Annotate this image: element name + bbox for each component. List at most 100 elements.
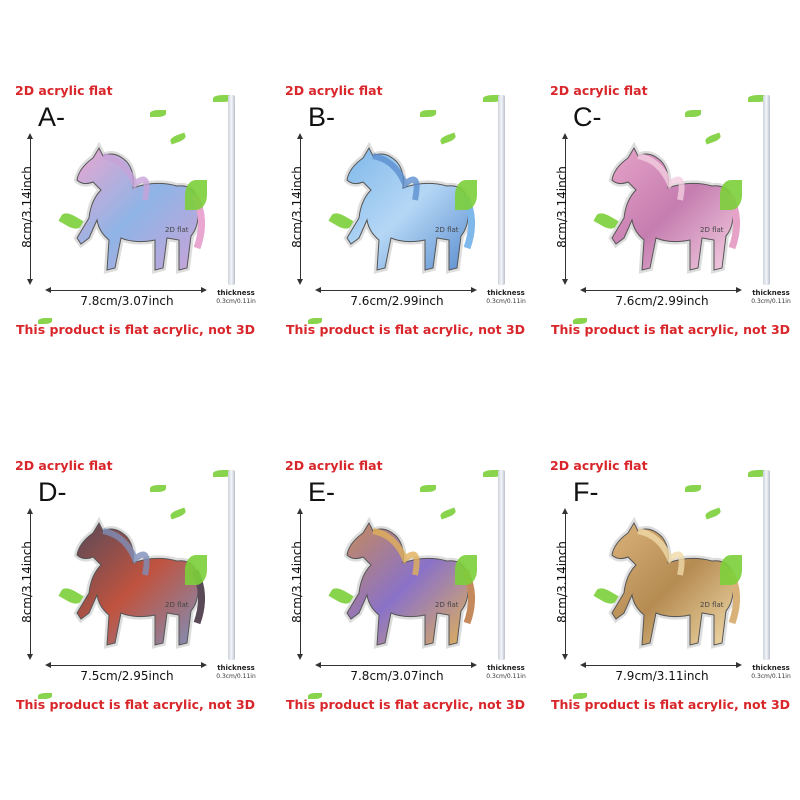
flat-notice: This product is flat acrylic, not 3D — [286, 322, 526, 337]
thickness-value: 0.3cm/0.11in — [486, 673, 526, 680]
thickness-value: 0.3cm/0.11in — [751, 298, 791, 305]
leaf-decoration — [213, 470, 233, 477]
height-arrow — [27, 508, 33, 660]
width-label: 7.9cm/3.11inch — [615, 669, 709, 683]
leaf-decoration — [720, 180, 742, 210]
width-label: 7.8cm/3.07inch — [80, 294, 174, 308]
leaf-decoration — [748, 95, 768, 102]
leaf-decoration — [308, 318, 322, 324]
panel-title: 2D acrylic flat — [15, 83, 113, 98]
panel-title: 2D acrylic flat — [15, 458, 113, 473]
leaf-decoration — [685, 485, 701, 492]
thickness-label: thickness — [487, 289, 525, 297]
leaf-decoration — [38, 693, 52, 699]
height-label: 8cm/3.14inch — [555, 166, 569, 248]
variant-letter: B- — [308, 102, 335, 132]
thickness-value: 0.3cm/0.11in — [486, 298, 526, 305]
thickness-value: 0.3cm/0.11in — [216, 673, 256, 680]
width-arrow — [45, 287, 207, 293]
height-label: 8cm/3.14inch — [290, 166, 304, 248]
leaf-decoration — [185, 555, 207, 585]
thickness-rod — [498, 95, 505, 285]
height-arrow — [562, 508, 568, 660]
variant-letter: F- — [573, 477, 599, 507]
product-panel-f: 2D acrylic flat F- 8cm/3.14inch 2D flat … — [535, 455, 800, 725]
panel-title: 2D acrylic flat — [285, 458, 383, 473]
width-label: 7.6cm/2.99inch — [350, 294, 444, 308]
product-panel-c: 2D acrylic flat C- 8cm/3.14inch 2D flat … — [535, 80, 800, 350]
leaf-decoration — [150, 485, 166, 492]
thickness-rod — [763, 95, 770, 285]
thickness-label: thickness — [217, 664, 255, 672]
horse-figure: 2D flat — [73, 141, 205, 274]
leaf-decoration — [150, 110, 166, 117]
leaf-decoration — [455, 555, 477, 585]
width-label: 7.6cm/2.99inch — [615, 294, 709, 308]
width-label: 7.5cm/2.95inch — [80, 669, 174, 683]
horse-figure: 2D flat — [73, 516, 205, 649]
thickness-value: 0.3cm/0.11in — [751, 673, 791, 680]
leaf-decoration — [483, 470, 503, 477]
height-label: 8cm/3.14inch — [20, 541, 34, 623]
width-label: 7.8cm/3.07inch — [350, 669, 444, 683]
leaf-decoration — [455, 180, 477, 210]
variant-letter: E- — [308, 477, 335, 507]
badge-2d-flat: 2D flat — [700, 226, 724, 234]
horse-figure: 2D flat — [608, 516, 740, 649]
width-arrow — [580, 287, 742, 293]
height-label: 8cm/3.14inch — [290, 541, 304, 623]
leaf-decoration — [420, 110, 436, 117]
variant-letter: C- — [573, 102, 602, 132]
width-arrow — [315, 287, 477, 293]
width-arrow — [45, 662, 207, 668]
thickness-rod — [228, 95, 235, 285]
leaf-decoration — [483, 95, 503, 102]
height-arrow — [297, 508, 303, 660]
product-panel-b: 2D acrylic flat B- 8cm/3.14inch 2D flat … — [270, 80, 535, 350]
leaf-decoration — [685, 110, 701, 117]
thickness-label: thickness — [487, 664, 525, 672]
horse-figure: 2D flat — [608, 141, 740, 274]
panel-title: 2D acrylic flat — [550, 83, 648, 98]
badge-2d-flat: 2D flat — [435, 226, 459, 234]
thickness-rod — [498, 470, 505, 660]
badge-2d-flat: 2D flat — [700, 601, 724, 609]
badge-2d-flat: 2D flat — [165, 226, 189, 234]
height-arrow — [297, 133, 303, 285]
variant-letter: D- — [38, 477, 67, 507]
width-arrow — [315, 662, 477, 668]
leaf-decoration — [720, 555, 742, 585]
leaf-decoration — [38, 318, 52, 324]
badge-2d-flat: 2D flat — [435, 601, 459, 609]
leaf-decoration — [420, 485, 436, 492]
thickness-value: 0.3cm/0.11in — [216, 298, 256, 305]
leaf-decoration — [308, 693, 322, 699]
leaf-decoration — [573, 318, 587, 324]
thickness-label: thickness — [752, 664, 790, 672]
thickness-label: thickness — [752, 289, 790, 297]
horse-figure: 2D flat — [343, 516, 475, 649]
leaf-decoration — [185, 180, 207, 210]
thickness-rod — [228, 470, 235, 660]
height-arrow — [27, 133, 33, 285]
variant-letter: A- — [38, 102, 65, 132]
height-arrow — [562, 133, 568, 285]
leaf-decoration — [213, 95, 233, 102]
flat-notice: This product is flat acrylic, not 3D — [551, 697, 791, 712]
height-label: 8cm/3.14inch — [555, 541, 569, 623]
flat-notice: This product is flat acrylic, not 3D — [551, 322, 791, 337]
thickness-rod — [763, 470, 770, 660]
panel-title: 2D acrylic flat — [550, 458, 648, 473]
flat-notice: This product is flat acrylic, not 3D — [286, 697, 526, 712]
product-panel-e: 2D acrylic flat E- 8cm/3.14inch 2D flat … — [270, 455, 535, 725]
horse-figure: 2D flat — [343, 141, 475, 274]
leaf-decoration — [748, 470, 768, 477]
badge-2d-flat: 2D flat — [165, 601, 189, 609]
thickness-label: thickness — [217, 289, 255, 297]
product-panel-a: 2D acrylic flat A- 8cm/3.14inch 2D flat … — [0, 80, 265, 350]
height-label: 8cm/3.14inch — [20, 166, 34, 248]
flat-notice: This product is flat acrylic, not 3D — [16, 697, 256, 712]
product-panel-d: 2D acrylic flat D- 8cm/3.14inch 2D flat … — [0, 455, 265, 725]
width-arrow — [580, 662, 742, 668]
leaf-decoration — [573, 693, 587, 699]
